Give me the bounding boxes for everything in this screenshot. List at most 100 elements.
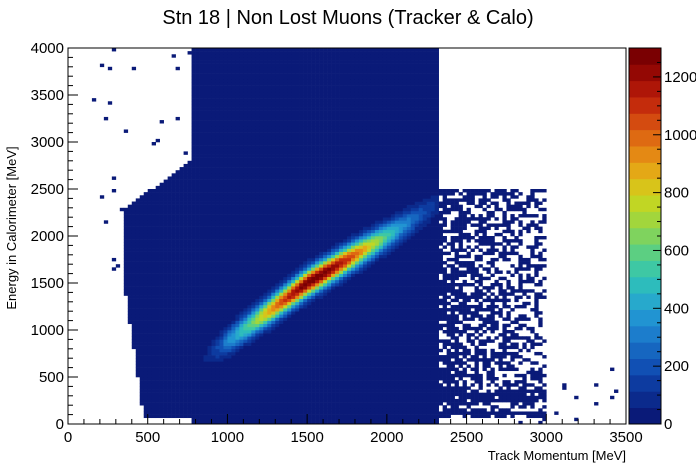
heatmap-cell	[295, 120, 300, 124]
heatmap-cell	[231, 110, 236, 115]
heatmap-cell	[311, 264, 316, 268]
heatmap-cell	[131, 283, 137, 287]
heatmap-cell	[203, 173, 208, 177]
heatmap-cell	[147, 267, 152, 271]
heatmap-cell	[219, 95, 224, 99]
heatmap-cell	[215, 339, 220, 343]
heatmap-cell	[215, 311, 220, 315]
heatmap-cell	[271, 116, 276, 121]
heatmap-cell	[139, 279, 145, 284]
heatmap-cell	[191, 85, 196, 90]
heatmap-cell	[135, 314, 141, 318]
heatmap-cell	[195, 220, 200, 224]
heatmap-cell	[223, 160, 228, 165]
heatmap-cell	[219, 283, 224, 287]
heatmap-cell	[275, 95, 280, 99]
heatmap-cell	[287, 142, 292, 146]
heatmap-cell	[247, 88, 252, 93]
heatmap-cell	[191, 408, 196, 412]
heatmap-cell	[247, 248, 252, 252]
heatmap-cell	[147, 348, 152, 353]
heatmap-cell	[207, 63, 212, 68]
heatmap-cell	[271, 138, 276, 143]
heatmap-cell	[287, 113, 292, 118]
heatmap-cell	[203, 308, 208, 312]
heatmap-cell	[291, 126, 296, 130]
heatmap-cell	[223, 420, 228, 425]
heatmap-cell	[263, 192, 268, 196]
heatmap-cell	[235, 76, 240, 80]
heatmap-cell	[263, 98, 268, 102]
heatmap-cell	[311, 364, 316, 368]
heatmap-cell	[211, 195, 216, 199]
heatmap-cell	[243, 98, 248, 102]
heatmap-cell	[315, 207, 320, 212]
heatmap-cell	[247, 298, 252, 303]
heatmap-cell	[195, 304, 200, 309]
heatmap-cell	[159, 182, 164, 187]
heatmap-cell	[315, 377, 320, 381]
heatmap-cell	[251, 373, 256, 378]
heatmap-cell	[223, 398, 228, 403]
heatmap-cell	[275, 267, 280, 271]
heatmap-cell	[247, 214, 252, 218]
heatmap-cell	[259, 79, 264, 83]
heatmap-cell	[171, 348, 176, 353]
heatmap-cell	[291, 217, 296, 221]
heatmap-cell	[211, 245, 216, 249]
heatmap-cell	[223, 54, 228, 58]
heatmap-cell	[195, 380, 200, 384]
heatmap-cell	[299, 267, 304, 271]
heatmap-cell	[315, 289, 320, 293]
heatmap-cell	[315, 320, 320, 325]
heatmap-cell	[255, 195, 260, 199]
heatmap-cell	[223, 383, 228, 387]
heatmap-cell	[311, 85, 316, 90]
heatmap-cell	[215, 270, 220, 274]
heatmap-cell	[151, 142, 156, 146]
heatmap-cell	[267, 248, 272, 252]
heatmap-cell	[203, 370, 208, 375]
heatmap-cell	[247, 398, 252, 403]
heatmap-cell	[255, 345, 260, 350]
heatmap-cell	[215, 148, 220, 152]
heatmap-cell	[255, 330, 260, 334]
heatmap-cell	[183, 185, 188, 190]
heatmap-cell	[163, 236, 168, 240]
heatmap-cell	[243, 392, 248, 397]
heatmap-cell	[303, 104, 308, 108]
heatmap-cell	[199, 392, 204, 397]
heatmap-cell	[263, 88, 268, 93]
heatmap-cell	[215, 289, 220, 293]
heatmap-cell	[203, 364, 208, 368]
heatmap-cell	[275, 339, 280, 343]
heatmap-cell	[283, 330, 288, 334]
heatmap-cell	[271, 261, 276, 265]
heatmap-cell	[199, 333, 204, 337]
heatmap-cell	[315, 198, 320, 202]
heatmap-cell	[99, 195, 105, 199]
heatmap-cell	[227, 289, 232, 293]
heatmap-cell	[271, 236, 276, 240]
heatmap-cell	[159, 201, 164, 205]
heatmap-cell	[203, 276, 208, 281]
heatmap-cell	[231, 135, 236, 140]
heatmap-cell	[239, 355, 244, 359]
heatmap-cell	[127, 204, 133, 209]
heatmap-cell	[231, 198, 236, 202]
heatmap-cell	[139, 207, 145, 212]
heatmap-cell	[235, 220, 240, 224]
heatmap-cell	[267, 373, 272, 378]
heatmap-cell	[207, 330, 212, 334]
heatmap-cell	[151, 383, 156, 387]
heatmap-cell	[187, 210, 192, 215]
heatmap-cell	[223, 198, 228, 202]
heatmap-cell	[163, 295, 168, 299]
heatmap-cell	[191, 73, 196, 77]
heatmap-cell	[291, 351, 296, 356]
heatmap-cell	[195, 63, 200, 68]
heatmap-cell	[207, 98, 212, 102]
heatmap-cell	[243, 145, 248, 149]
heatmap-cell	[207, 57, 212, 61]
heatmap-cell	[251, 167, 256, 171]
